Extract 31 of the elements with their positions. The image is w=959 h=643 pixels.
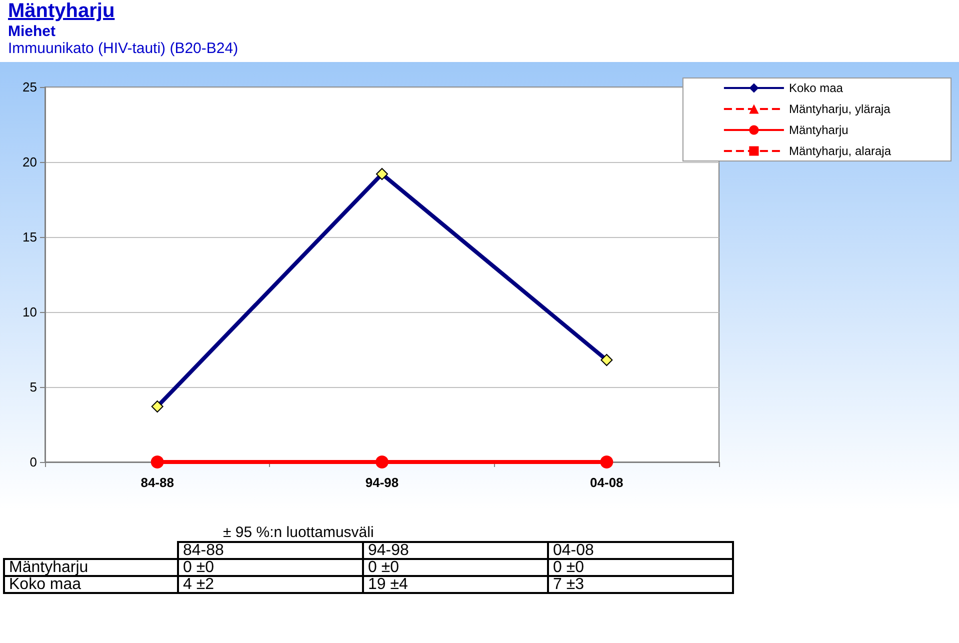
y-tick-label: 25: [22, 80, 37, 94]
chart-title: Mäntyharju: [8, 0, 116, 23]
x-tick-label: 04-08: [590, 475, 624, 490]
y-tick-label: 15: [22, 230, 37, 244]
x-tick-label: 94-98: [365, 475, 399, 490]
point: [150, 456, 164, 468]
legend-label: Mäntyharju, yläraja: [788, 102, 891, 116]
category-label: 94-98: [368, 542, 409, 559]
legend-label: Koko maa: [788, 81, 844, 95]
text: ± 95 %:n luottamusväli: [223, 524, 375, 541]
y-tick-label: 10: [22, 304, 37, 320]
legend-label: Mäntyharju, alaraja: [788, 144, 892, 158]
data-label: 7 ±3: [548, 576, 733, 593]
category-label: 04-08: [553, 542, 594, 559]
text: Koko maa: [9, 576, 82, 593]
point: [600, 456, 614, 468]
category-label: 84-88: [183, 542, 224, 559]
data-label: 0 ±0: [548, 559, 733, 576]
data-label: 4 ±2: [178, 576, 363, 593]
x-tick-label: 84-88: [140, 475, 174, 490]
data-label: 0 ±0: [178, 559, 363, 576]
data-label: 0 ±0: [363, 559, 548, 576]
data-label: 19 ±4: [363, 576, 548, 593]
y-tick-label: 20: [22, 154, 37, 170]
text: Mäntyharju: [9, 559, 88, 576]
text: Immuunikato (HIV-tauti) (B20-B24): [8, 40, 238, 57]
y-tick-label: 0: [30, 454, 37, 470]
legend-label: Mäntyharju: [788, 123, 848, 137]
y-tick-label: 5: [30, 380, 37, 394]
chart-subtitle: Miehet: [8, 23, 57, 40]
point: [376, 456, 388, 468]
